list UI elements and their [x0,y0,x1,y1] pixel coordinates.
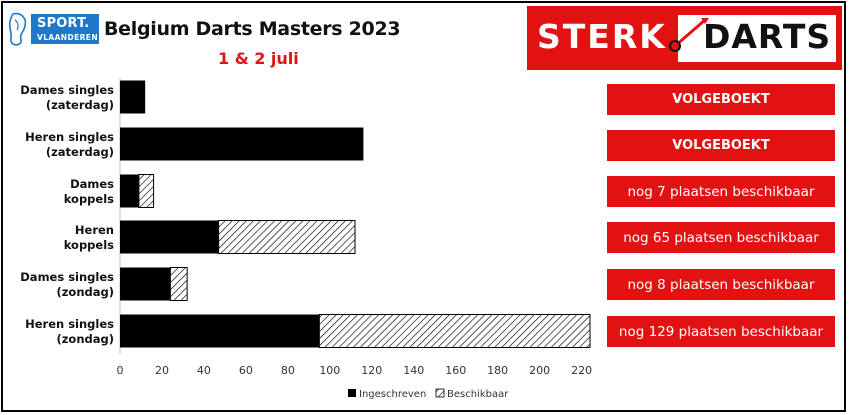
x-tick-label: 100 [319,364,340,377]
x-tick-label: 120 [361,364,382,377]
sport-vlaanderen-logo: SPORT. VLAANDEREN [7,10,99,48]
legend-label-ingeschreven: Ingeschreven [359,389,426,400]
bar-ingeschreven [120,127,364,161]
x-tick-label: 60 [239,364,253,377]
bar-beschikbaar [218,220,356,254]
bars-layer [120,80,591,348]
status-label-3: nog 7 plaatsen beschikbaar [607,176,835,207]
category-label: Dames koppels [64,177,114,206]
x-tick-label: 160 [445,364,466,377]
status-label-2: VOLGEBOEKT [607,130,835,161]
legend-label-beschikbaar: Beschikbaar [447,389,509,400]
category-label: Heren singles (zaterdag) [25,130,114,159]
category-label: Dames singles (zaterdag) [20,83,114,112]
sterk-darts-logo: STERK DARTS [527,6,842,70]
sport-logo-box: SPORT. VLAANDEREN [31,14,99,44]
category-labels: Dames singles (zaterdag) Heren singles (zat… [20,83,114,346]
bar-ingeschreven [120,314,320,348]
bar-ingeschreven [120,174,139,208]
brand-right-text: DARTS [703,17,832,56]
x-tick-label: 180 [487,364,508,377]
bar-beschikbaar [138,174,155,208]
dart-icon [669,18,709,52]
legend: Ingeschreven Beschikbaar [348,388,509,400]
status-label-6: nog 129 plaatsen beschikbaar [607,316,835,347]
status-label-1: VOLGEBOEKT [607,84,835,115]
bar-beschikbaar [318,314,591,348]
lion-icon [8,12,27,46]
category-label: Heren koppels [64,223,114,252]
x-tick-label: 140 [403,364,424,377]
status-label-5: nog 8 plaatsen beschikbaar [607,269,835,300]
bar-ingeschreven [120,267,171,301]
bar-ingeschreven [120,80,146,114]
chart-title: Belgium Darts Masters 2023 [104,18,401,40]
brand-left-text: STERK [537,17,667,56]
x-tick-labels: 0 20 40 60 80 100 120 140 160 180 200 220 [117,364,593,377]
bar-ingeschreven [120,220,219,254]
x-tick-label: 80 [281,364,295,377]
x-tick-label: 220 [571,364,592,377]
x-tick-label: 40 [197,364,211,377]
legend-swatch-beschikbaar [435,388,445,398]
x-tick-label: 200 [529,364,550,377]
legend-swatch-ingeschreven [348,389,356,397]
category-label: Dames singles (zondag) [20,270,114,299]
category-label: Heren singles (zondag) [25,317,114,346]
chart-subtitle: 1 & 2 juli [218,49,299,68]
status-label-4: nog 65 plaatsen beschikbaar [607,222,835,253]
x-tick-label: 0 [117,364,124,377]
x-tick-label: 20 [155,364,169,377]
logo-line1: SPORT. [37,16,90,31]
bar-beschikbaar [169,267,188,301]
logo-line2: VLAANDEREN [37,33,98,42]
